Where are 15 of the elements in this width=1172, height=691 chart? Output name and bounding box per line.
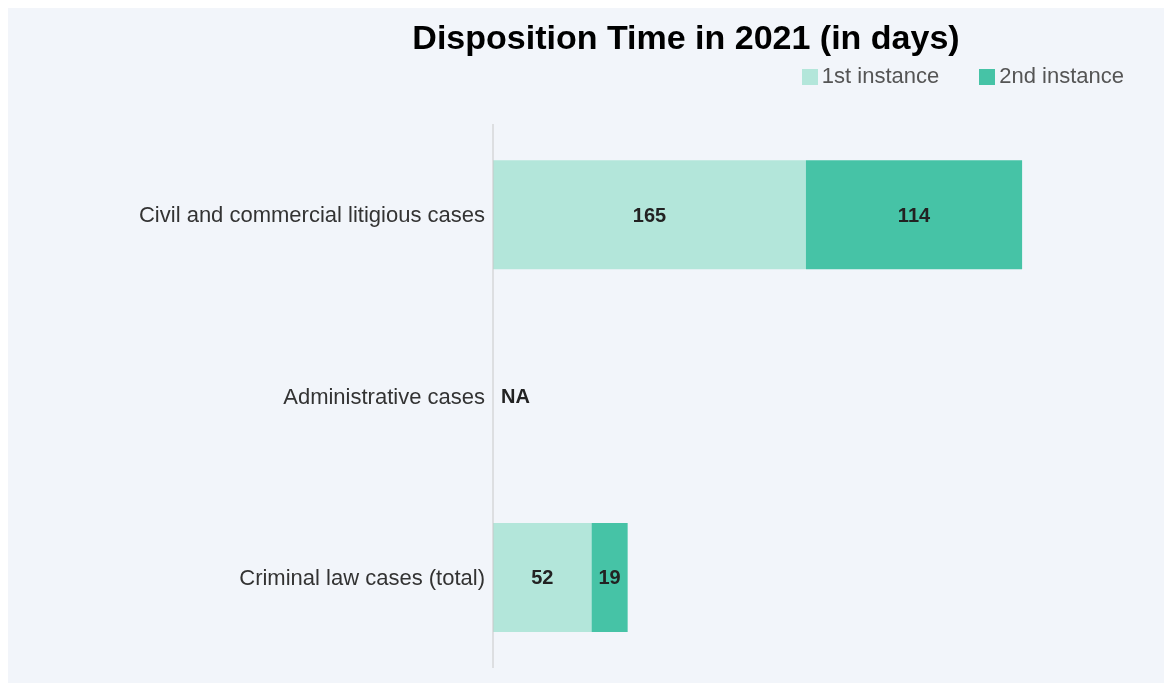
data-label: 52 [531,566,554,589]
y-tick-label: Civil and commercial litigious cases [138,202,485,228]
bar [493,522,592,632]
bar [493,160,806,270]
text: NA [501,385,530,407]
data-label: 114 [897,203,932,226]
data-label: 165 [632,203,667,226]
y-tick-label: Administrative cases [283,383,485,409]
chart-title: Disposition Time in 2021 (in days) [412,18,960,56]
data-label: 19 [598,566,621,589]
legend-label: 2nd instance [999,63,1124,88]
legend-label: 1st instance [821,63,940,88]
y-tick-label: Criminal law cases (total) [239,565,485,591]
bar [805,160,1023,270]
bar [591,522,628,632]
